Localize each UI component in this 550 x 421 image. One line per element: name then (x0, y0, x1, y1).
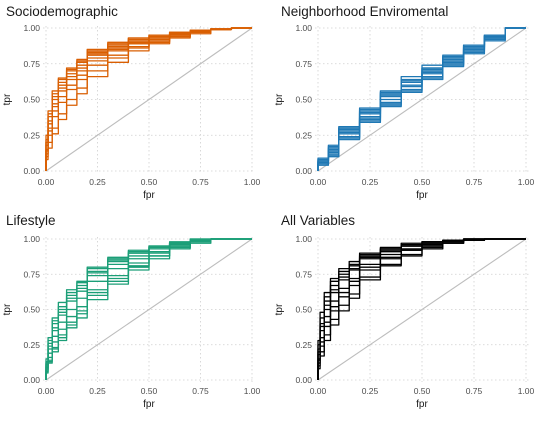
x-tick-label: 0.75 (192, 386, 209, 396)
panel-all-variables: All Variables 0.00 0.25 0.50 0.75 1.00 0.00 0.2… (274, 213, 535, 410)
x-tick-label: 1.00 (518, 177, 535, 187)
y-tick-label: 0.50 (295, 305, 312, 315)
y-axis-label: tpr (274, 303, 285, 315)
x-axis-label: fpr (143, 190, 155, 201)
y-axis-label: tpr (2, 303, 13, 315)
panel-sociodemographic: Sociodemographic 0.00 0.25 0.50 0.75 1.00 0.00… (2, 4, 261, 201)
reference-diagonal (45, 238, 253, 381)
x-tick-label: 0.75 (466, 177, 483, 187)
reference-diagonal (45, 27, 253, 172)
x-tick-label: 0.00 (310, 386, 327, 396)
x-tick-label: 0.00 (38, 177, 55, 187)
x-tick-label: 0.75 (192, 177, 209, 187)
y-tick-label: 0.25 (295, 340, 312, 350)
roc-curve-9 (45, 238, 252, 380)
x-tick-label: 0.50 (414, 177, 431, 187)
roc-curve-10 (317, 27, 526, 171)
roc-curves (317, 27, 526, 171)
x-axis-label: fpr (416, 399, 428, 410)
y-tick-label: 0.75 (295, 269, 312, 279)
panel-title: Sociodemographic (6, 4, 118, 19)
x-tick-label: 0.25 (362, 386, 379, 396)
y-tick-label: 1.00 (295, 23, 312, 33)
x-tick-label: 0.00 (310, 177, 327, 187)
roc-curves (45, 27, 252, 171)
y-tick-label: 0.00 (23, 166, 40, 176)
panel-title: All Variables (281, 213, 355, 228)
y-tick-label: 0.50 (23, 95, 40, 105)
y-tick-label: 0.75 (295, 59, 312, 69)
x-tick-label: 1.00 (518, 386, 535, 396)
y-tick-label: 0.25 (23, 130, 40, 140)
y-axis-label: tpr (2, 93, 13, 105)
panel-title: Lifestyle (6, 213, 56, 228)
x-tick-label: 1.00 (244, 177, 261, 187)
x-tick-label: 0.50 (141, 177, 158, 187)
panel-lifestyle: Lifestyle 0.00 0.25 0.50 0.75 1.00 0.00 0.25 0.5… (2, 213, 261, 410)
x-axis-label: fpr (416, 190, 428, 201)
roc-curves (317, 238, 526, 380)
y-tick-label: 0.50 (23, 305, 40, 315)
y-tick-label: 1.00 (295, 234, 312, 244)
y-tick-label: 0.50 (295, 95, 312, 105)
roc-curves (45, 238, 252, 380)
x-tick-label: 0.25 (362, 177, 379, 187)
roc-curve-8 (317, 238, 526, 380)
x-tick-label: 0.50 (414, 386, 431, 396)
y-tick-label: 0.00 (295, 166, 312, 176)
x-tick-label: 0.00 (38, 386, 55, 396)
y-tick-label: 1.00 (23, 234, 40, 244)
reference-diagonal (317, 27, 527, 172)
x-tick-label: 0.25 (89, 177, 106, 187)
roc-curve-10 (45, 238, 252, 380)
y-tick-label: 1.00 (23, 23, 40, 33)
panel-title: Neighborhood Enviromental (281, 4, 448, 19)
x-tick-label: 0.75 (466, 386, 483, 396)
y-tick-label: 0.00 (23, 375, 40, 385)
x-tick-label: 1.00 (244, 386, 261, 396)
reference-diagonal (317, 238, 527, 381)
y-tick-label: 0.75 (23, 59, 40, 69)
y-tick-label: 0.25 (295, 130, 312, 140)
x-axis-label: fpr (143, 399, 155, 410)
roc-curve-10 (317, 238, 526, 380)
roc-curve-10 (45, 27, 252, 171)
y-tick-label: 0.25 (23, 340, 40, 350)
roc-curve-7 (45, 27, 252, 171)
y-tick-label: 0.00 (295, 375, 312, 385)
y-axis-label: tpr (274, 93, 285, 105)
y-tick-label: 0.75 (23, 269, 40, 279)
x-tick-label: 0.50 (141, 386, 158, 396)
x-tick-label: 0.25 (89, 386, 106, 396)
panel-neighborhood: Neighborhood Enviromental 0.00 0.25 0.50 0.7… (274, 4, 535, 201)
